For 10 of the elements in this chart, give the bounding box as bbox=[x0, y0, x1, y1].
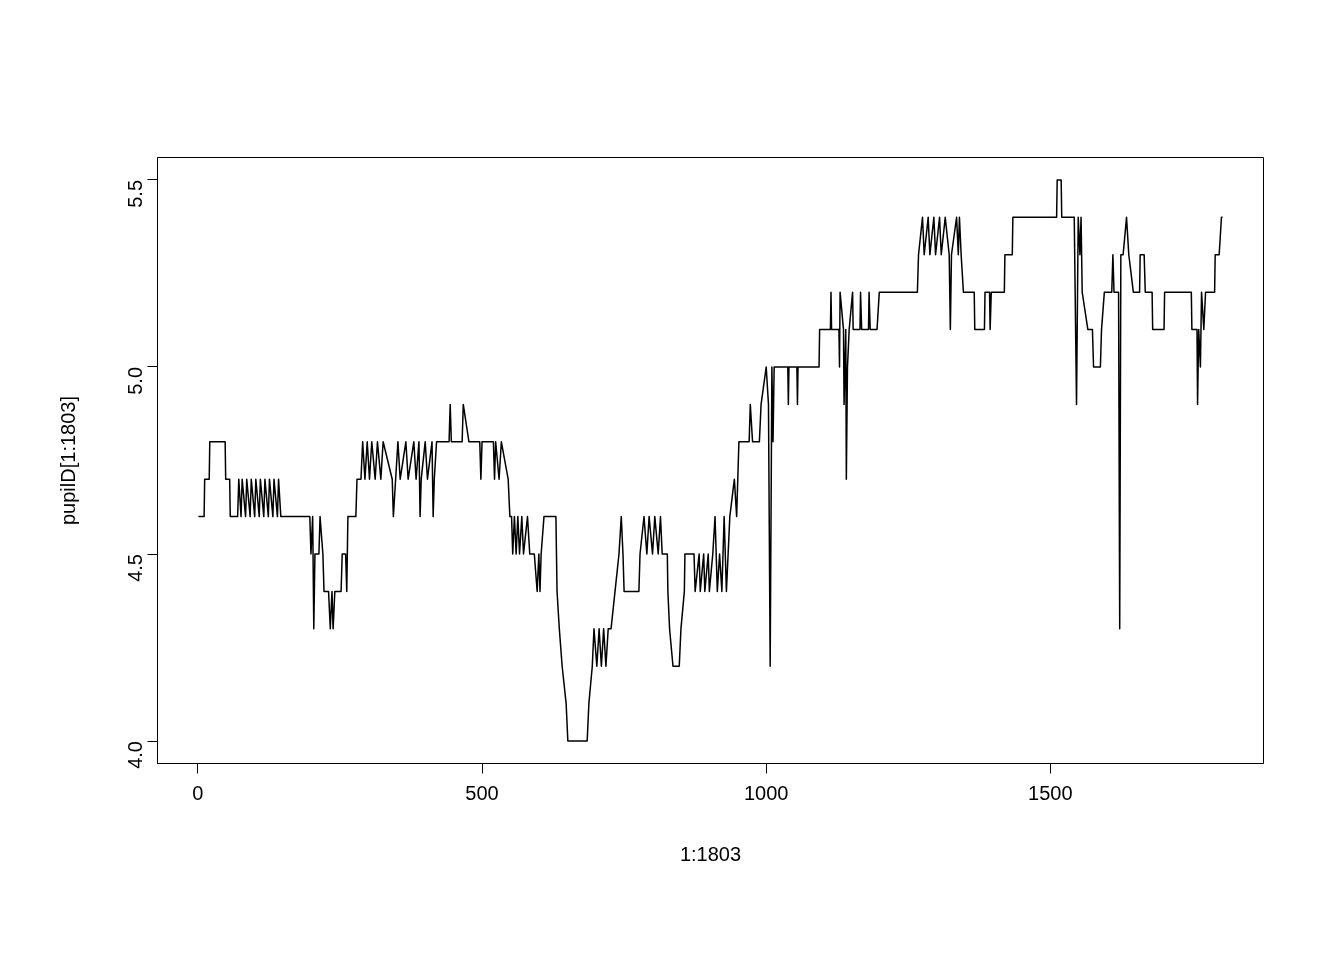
x-tick-label: 500 bbox=[465, 781, 499, 804]
x-axis-title: 1:1803 bbox=[679, 842, 742, 865]
x-tick-label: 0 bbox=[192, 781, 204, 804]
y-tick-label: 5.5 bbox=[124, 179, 147, 208]
x-tick-label: 1000 bbox=[743, 781, 789, 804]
x-tick-label: 1500 bbox=[1028, 781, 1073, 804]
y-tick-label: 4.5 bbox=[124, 554, 147, 582]
y-axis-title: pupilD[1:1803] bbox=[56, 396, 79, 525]
y-tick-label: 4.0 bbox=[124, 741, 147, 769]
y-tick-label: 5.0 bbox=[124, 366, 147, 395]
